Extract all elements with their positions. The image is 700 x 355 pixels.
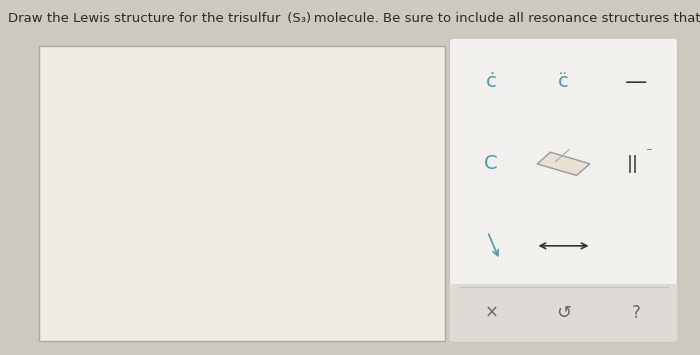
Text: ċ: ċ [486, 72, 496, 91]
Polygon shape [537, 152, 590, 175]
Text: c̈: c̈ [558, 72, 569, 91]
Text: Draw the Lewis structure for the trisulfur  (S₃) molecule. Be sure to include al: Draw the Lewis structure for the trisulf… [8, 12, 700, 26]
Text: —: — [624, 72, 647, 92]
Bar [38, 46, 444, 341]
Text: C: C [484, 154, 498, 173]
Text: ×: × [484, 304, 498, 322]
Text: ↺: ↺ [556, 304, 571, 322]
Text: ?: ? [631, 304, 640, 322]
Text: ⁻: ⁻ [645, 147, 652, 160]
FancyBboxPatch shape [449, 38, 678, 342]
FancyBboxPatch shape [449, 284, 678, 342]
Text: ||: || [626, 155, 638, 173]
